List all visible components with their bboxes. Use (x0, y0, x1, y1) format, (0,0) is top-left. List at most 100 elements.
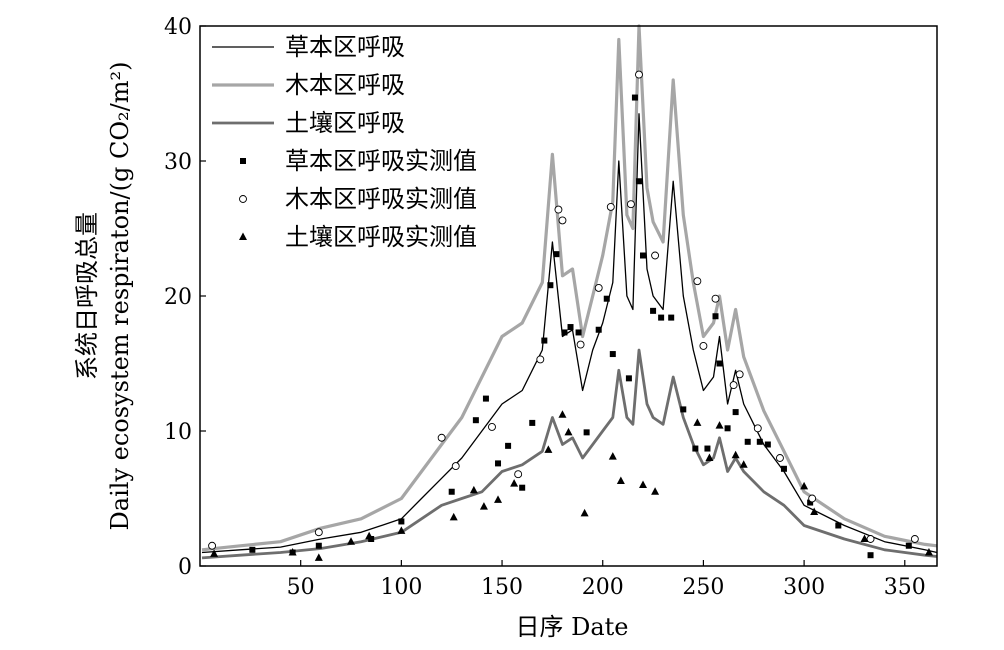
grass-measured-point (609, 351, 616, 358)
soil-measured-point (288, 548, 297, 556)
legend-item-3: 草本区呼吸实测值 (240, 147, 477, 175)
grass-measured-point (835, 522, 842, 529)
grass-measured-point (448, 488, 455, 495)
grass-measured-point (547, 282, 554, 289)
grass-measured-point (756, 438, 763, 445)
legend-item-0: 草本区呼吸 (212, 33, 405, 61)
grass-measured-point (631, 94, 638, 101)
grass-measured-point (315, 542, 322, 549)
grass-measured-point (668, 314, 675, 321)
legend-label: 土壤区呼吸 (285, 109, 405, 137)
grass-measured-point (704, 445, 711, 452)
soil-measured-point (365, 531, 374, 540)
axes: 50 100 150 200 250 300 350 0 10 20 30 40 (164, 15, 938, 600)
x-tick-label: 150 (481, 575, 523, 600)
soil-measured-point (494, 495, 503, 503)
wood-measured-point (729, 381, 738, 390)
grass-measured-point (529, 419, 536, 426)
legend-label: 草本区呼吸 (285, 33, 405, 61)
soil-measured-point (651, 487, 660, 495)
wood-measured-point (910, 535, 919, 543)
legend-swatch (239, 195, 247, 203)
series-line-1 (201, 24, 938, 552)
wood-measured-point (488, 423, 496, 431)
soil-measured-point (544, 445, 553, 453)
grass-measured-point (505, 442, 512, 449)
wood-measured-point (699, 342, 708, 350)
observation-points (208, 70, 933, 561)
soil-measured-point (800, 481, 809, 490)
legend-item-5: 土壤区呼吸实测值 (239, 223, 477, 251)
wood-measured-point (208, 541, 217, 550)
wood-measured-point (693, 277, 702, 286)
soil-measured-point (397, 526, 406, 534)
soil-measured-point (810, 507, 819, 515)
legend-item-1: 木本区呼吸 (212, 71, 405, 99)
legend-label: 木本区呼吸 (285, 71, 405, 99)
wood-measured-point (866, 535, 875, 543)
y-tick-label: 40 (164, 15, 192, 40)
x-tick-label: 250 (682, 575, 724, 600)
grass-measured-point (640, 252, 647, 259)
soil-measured-point (639, 480, 648, 488)
grass-measured-point (472, 417, 479, 424)
soil-measured-point (924, 548, 933, 556)
grass-measured-point (905, 542, 912, 549)
wood-measured-point (451, 462, 460, 471)
grass-measured-point (732, 409, 739, 416)
grass-measured-point (867, 552, 874, 559)
y-tick-label: 0 (178, 555, 192, 580)
grass-measured-point (744, 438, 751, 445)
grass-measured-point (712, 313, 719, 320)
grass-measured-point (567, 324, 574, 331)
y-tick-label: 30 (164, 150, 192, 175)
y-axis-title-en: Daily ecosystem respiraton/(g CO₂/m²) (106, 62, 134, 531)
soil-measured-point (580, 508, 589, 517)
plot-frame (199, 25, 938, 567)
wood-measured-point (606, 202, 615, 211)
legend-swatch (240, 158, 246, 164)
grass-measured-point (595, 326, 602, 333)
soil-measured-point (715, 421, 724, 429)
soil-measured-point (314, 553, 323, 561)
soil-measured-point (479, 502, 488, 510)
wood-measured-point (711, 294, 720, 303)
wood-measured-point (437, 433, 446, 442)
wood-measured-point (576, 340, 585, 349)
grass-measured-point (561, 329, 568, 336)
wood-measured-point (594, 283, 603, 292)
soil-measured-point (739, 460, 748, 468)
series-lines (201, 24, 938, 560)
grass-measured-point (650, 307, 657, 314)
x-tick-label: 50 (287, 575, 315, 600)
legend-label: 木本区呼吸实测值 (285, 185, 477, 213)
soil-measured-point (210, 549, 219, 557)
legend-label: 草本区呼吸实测值 (285, 147, 477, 175)
soil-measured-point (510, 479, 519, 487)
soil-measured-point (860, 534, 869, 542)
wood-measured-point (558, 216, 567, 225)
grass-measured-point (553, 251, 560, 258)
wood-measured-point (808, 494, 817, 503)
grass-measured-point (482, 395, 489, 402)
soil-measured-point (558, 410, 567, 418)
soil-measured-point (608, 452, 617, 460)
grass-measured-point (603, 295, 610, 302)
wood-measured-point (314, 528, 323, 537)
grass-measured-point (625, 375, 632, 382)
grass-measured-point (807, 499, 814, 506)
soil-measured-point (564, 427, 573, 436)
grass-measured-point (249, 546, 256, 553)
soil-measured-point (449, 512, 458, 521)
y-tick-label: 20 (164, 285, 192, 310)
grass-measured-point (680, 406, 687, 413)
grass-measured-point (724, 425, 731, 432)
legend-swatch (239, 232, 247, 240)
soil-measured-point (705, 453, 714, 461)
wood-measured-point (554, 205, 563, 214)
grass-measured-point (575, 329, 582, 336)
grass-measured-point (519, 484, 526, 491)
x-tick-label: 350 (884, 575, 926, 600)
